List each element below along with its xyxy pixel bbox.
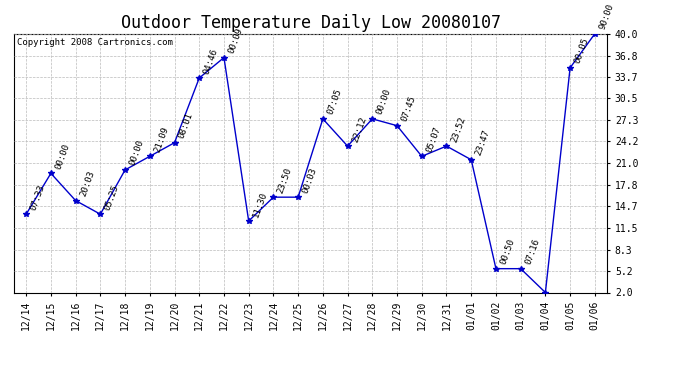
Text: 23:50: 23:50 — [276, 166, 294, 194]
Text: 00:09: 00:09 — [227, 27, 244, 55]
Text: 07:16: 07:16 — [524, 237, 541, 266]
Text: 23:52: 23:52 — [449, 115, 467, 143]
Text: 23:47: 23:47 — [474, 129, 492, 157]
Text: 00:50: 00:50 — [499, 237, 516, 266]
Text: 07:33: 07:33 — [29, 183, 47, 211]
Text: 07:45: 07:45 — [400, 94, 417, 123]
Text: 04:46: 04:46 — [202, 47, 219, 75]
Text: 08:01: 08:01 — [177, 112, 195, 140]
Text: 05:25: 05:25 — [103, 183, 121, 211]
Text: 11:30: 11:30 — [251, 190, 269, 218]
Text: 00:03: 00:03 — [301, 166, 319, 194]
Text: 90:00: 90:00 — [598, 3, 615, 31]
Text: 21:09: 21:09 — [152, 125, 170, 153]
Text: Copyright 2008 Cartronics.com: Copyright 2008 Cartronics.com — [17, 38, 172, 46]
Text: 00:00: 00:00 — [128, 139, 146, 167]
Text: 20:03: 20:03 — [79, 170, 96, 198]
Text: 07:05: 07:05 — [326, 88, 344, 116]
Text: 22:12: 22:12 — [351, 115, 368, 143]
Text: 00:05: 00:05 — [573, 37, 591, 65]
Text: 05:07: 05:07 — [424, 125, 442, 153]
Text: 00:00: 00:00 — [375, 88, 393, 116]
Text: 00:00: 00:00 — [54, 142, 71, 171]
Title: Outdoor Temperature Daily Low 20080107: Outdoor Temperature Daily Low 20080107 — [121, 14, 500, 32]
